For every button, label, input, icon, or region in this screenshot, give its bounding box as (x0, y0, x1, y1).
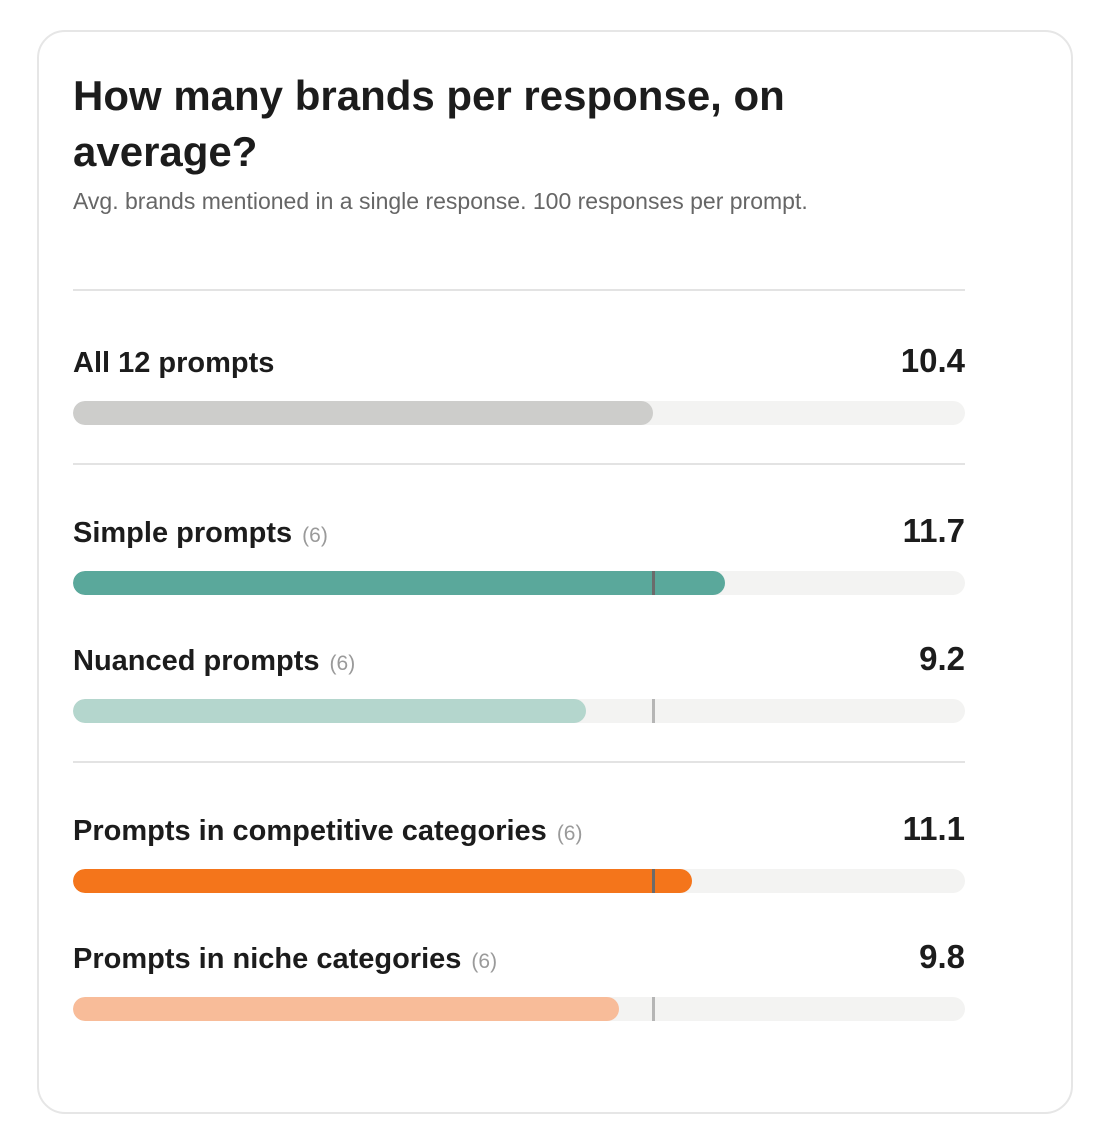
bar-label-text: Nuanced prompts (73, 645, 320, 677)
bar-track (73, 401, 965, 425)
bar-label-text: Prompts in competitive categories (73, 815, 547, 847)
section-divider (73, 761, 965, 763)
bar-value-label: 11.7 (902, 512, 965, 549)
bar-label: Prompts in competitive categories (6) (73, 811, 582, 854)
average-marker (652, 699, 655, 723)
bar-label-text: Prompts in niche categories (73, 943, 462, 975)
bar-track (73, 699, 965, 723)
bar-row: All 12 prompts 10.4 (73, 342, 965, 443)
bar-count: (6) (302, 524, 328, 547)
bar-track (73, 869, 965, 893)
bar (73, 401, 653, 425)
chart-title: How many brands per response, on average… (73, 72, 785, 175)
bar-track (73, 571, 965, 595)
bar-row: Simple prompts (6) 11.7 (73, 512, 965, 613)
average-marker (652, 869, 655, 893)
bar-value-label: 9.2 (919, 640, 965, 677)
bar-value-label: 11.1 (902, 810, 965, 847)
bar-track (73, 997, 965, 1021)
bar-label: Nuanced prompts (6) (73, 641, 355, 684)
bar-row: Prompts in competitive categories (6) 11.1 (73, 810, 965, 911)
bar-value-label: 10.4 (900, 342, 965, 379)
section-divider (73, 289, 965, 291)
bar-label-text: Simple prompts (73, 517, 293, 549)
bar-row: Nuanced prompts (6) 9.2 (73, 640, 965, 741)
bar (73, 869, 692, 893)
section-divider (73, 463, 965, 465)
bar (73, 997, 619, 1021)
average-marker (652, 571, 655, 595)
bar-count: (6) (556, 822, 583, 845)
bar-label-text: All 12 prompts (73, 347, 275, 379)
bar-value-label: 9.8 (919, 938, 965, 975)
bar-count: (6) (471, 950, 498, 973)
bar-count: (6) (329, 652, 356, 675)
bar-label: All 12 prompts (73, 343, 274, 383)
bar-row: Prompts in niche categories (6) 9.8 (73, 938, 965, 1039)
bar-label: Simple prompts (6) (73, 513, 328, 556)
bar-label: Prompts in niche categories (6) (73, 939, 497, 982)
bar (73, 571, 725, 595)
bar (73, 699, 586, 723)
chart-subtitle: Avg. brands mentioned in a single respon… (73, 188, 808, 214)
average-marker (652, 997, 655, 1021)
